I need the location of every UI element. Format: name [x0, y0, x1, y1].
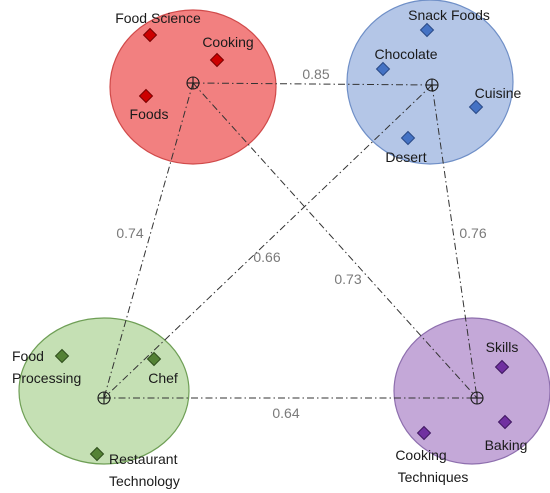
- term-label: Cooking: [202, 34, 253, 50]
- term-diamond-green: [146, 351, 162, 367]
- term-diamond-red: [138, 88, 154, 104]
- term-label: Techniques: [398, 469, 469, 485]
- similarity-labels: 0.85 0.74 0.73 0.66 0.76 0.64: [116, 66, 486, 421]
- term-diamond-green: [89, 446, 105, 462]
- similarity-score-label: 0.74: [116, 225, 143, 241]
- term-label: Restaurant: [109, 451, 178, 467]
- centroid-marker-red: [186, 76, 200, 90]
- similarity-score-label: 0.85: [302, 66, 329, 82]
- term-label: Chocolate: [374, 46, 437, 62]
- term-label: Food: [12, 348, 44, 364]
- term-diamond-blue: [419, 22, 435, 38]
- similarity-edges: [103, 82, 478, 399]
- term-markers: [54, 22, 513, 462]
- term-label: Baking: [485, 437, 528, 453]
- cluster-circle-blue: [346, 0, 514, 165]
- term-diamond-blue: [468, 99, 484, 115]
- term-diamond-blue: [375, 61, 391, 77]
- term-label: Skills: [486, 339, 519, 355]
- similarity-edge-blue-purple: [431, 84, 478, 399]
- term-diamond-purple: [416, 425, 432, 441]
- similarity-edge-red-purple: [192, 82, 478, 399]
- similarity-edge-blue-green: [103, 84, 433, 399]
- similarity-edge-red-blue: [192, 82, 433, 86]
- similarity-edge-red-green: [103, 82, 194, 399]
- term-diamond-purple: [497, 414, 513, 430]
- term-label: Cooking: [395, 447, 446, 463]
- centroid-marker-purple: [470, 391, 484, 405]
- cluster-circle-purple: [393, 317, 550, 465]
- term-label: Desert: [385, 149, 426, 165]
- similarity-score-label: 0.66: [253, 249, 280, 265]
- term-label: Snack Foods: [408, 7, 490, 23]
- term-label: Technology: [109, 473, 180, 489]
- similarity-score-label: 0.64: [272, 405, 299, 421]
- term-label: Processing: [12, 370, 81, 386]
- centroid-marker-green: [97, 391, 111, 405]
- term-label: Chef: [148, 370, 178, 386]
- term-label: Cuisine: [475, 85, 522, 101]
- term-diamond-purple: [494, 359, 510, 375]
- similarity-score-label: 0.76: [459, 225, 486, 241]
- term-diamond-red: [209, 52, 225, 68]
- term-label: Foods: [130, 106, 169, 122]
- term-label: Food Science: [115, 10, 201, 26]
- term-diamond-red: [142, 27, 158, 43]
- cluster-centroids: [97, 76, 484, 405]
- cluster-circle-green: [18, 317, 190, 465]
- centroid-marker-blue: [425, 78, 439, 92]
- similarity-score-label: 0.73: [334, 271, 361, 287]
- term-diamond-blue: [400, 130, 416, 146]
- term-diamond-green: [54, 348, 70, 364]
